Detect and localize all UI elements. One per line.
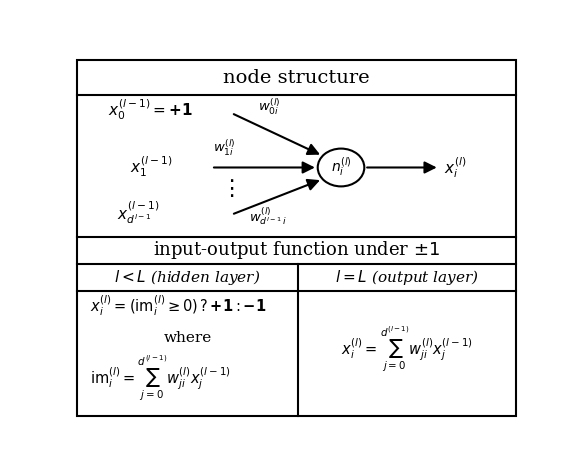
Text: $\vdots$: $\vdots$ [220, 178, 234, 200]
Text: $x_i^{(l)}$: $x_i^{(l)}$ [444, 155, 466, 180]
Text: where: where [164, 331, 212, 346]
Text: $w_{d^{l-1}\,i}^{(l)}$: $w_{d^{l-1}\,i}^{(l)}$ [249, 205, 287, 227]
Text: $x_0^{(l-1)} = \mathbf{+1}$: $x_0^{(l-1)} = \mathbf{+1}$ [108, 97, 193, 122]
Text: $w_{1i}^{(l)}$: $w_{1i}^{(l)}$ [213, 138, 236, 159]
Text: $w_{0i}^{(l)}$: $w_{0i}^{(l)}$ [258, 96, 280, 117]
Text: $x_i^{(l)} = (\mathrm{im}_i^{(l)} \geq 0)\,?\,\mathbf{+1} : \mathbf{-1}$: $x_i^{(l)} = (\mathrm{im}_i^{(l)} \geq 0… [90, 293, 266, 318]
Text: $l = L$ (output layer): $l = L$ (output layer) [335, 268, 479, 287]
Text: input-output function under $\pm1$: input-output function under $\pm1$ [153, 239, 440, 261]
Text: $\mathrm{im}_i^{(l)} = \sum_{j=0}^{d^{(l-1)}} w_{ji}^{(l)} x_j^{(l-1)}$: $\mathrm{im}_i^{(l)} = \sum_{j=0}^{d^{(l… [90, 354, 231, 403]
Text: node structure: node structure [223, 68, 369, 86]
Text: $n_i^{(l)}$: $n_i^{(l)}$ [331, 156, 351, 179]
Text: $l < L$ (hidden layer): $l < L$ (hidden layer) [114, 268, 261, 287]
Text: $x_i^{(l)} = \sum_{j=0}^{d^{(l-1)}} w_{ji}^{(l)} x_j^{(l-1)}$: $x_i^{(l)} = \sum_{j=0}^{d^{(l-1)}} w_{j… [341, 325, 473, 374]
Text: $x_1^{(l-1)}$: $x_1^{(l-1)}$ [131, 154, 173, 179]
Text: $x_{d^{l-1}}^{(l-1)}$: $x_{d^{l-1}}^{(l-1)}$ [117, 199, 160, 226]
FancyBboxPatch shape [77, 60, 516, 416]
